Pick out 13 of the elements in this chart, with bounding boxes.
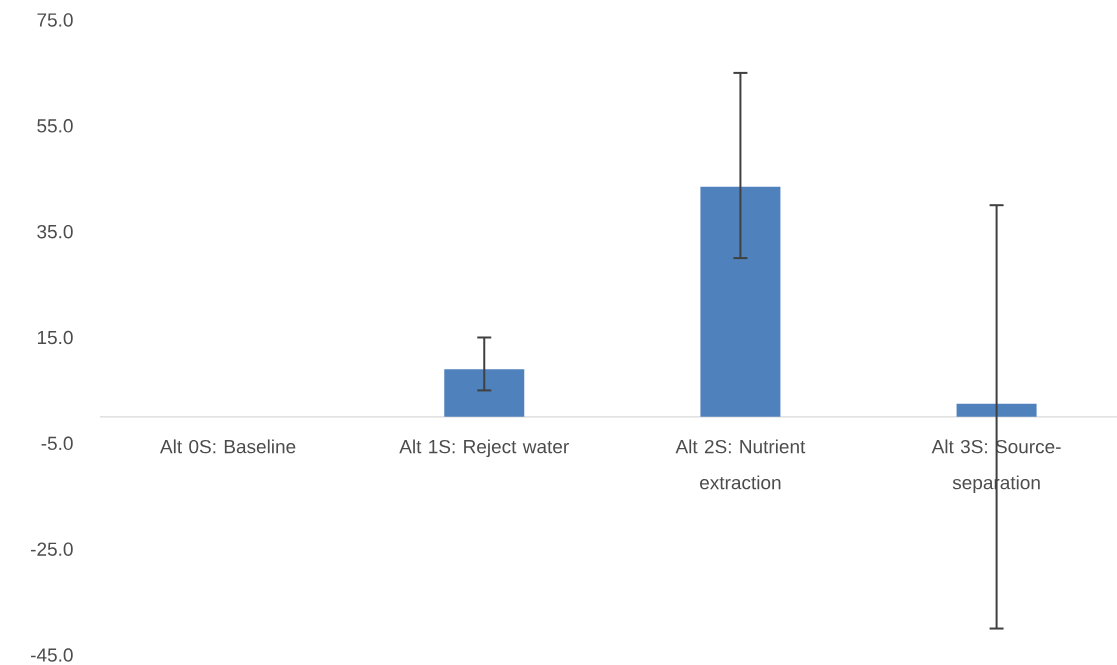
y-tick-label: -5.0 bbox=[41, 436, 73, 451]
y-tick-label: -25.0 bbox=[31, 542, 73, 556]
x-tick-label: Alt 2S: Nutrient extraction bbox=[675, 439, 806, 490]
y-tick-label: -45.0 bbox=[31, 648, 73, 662]
x-tick-label: Alt 1S: Reject water bbox=[399, 439, 569, 458]
bar bbox=[700, 186, 781, 417]
bar bbox=[444, 369, 525, 417]
x-tick-label: Alt 0S: Baseline bbox=[159, 439, 296, 454]
y-tick-label: 35.0 bbox=[37, 224, 73, 239]
bar bbox=[956, 403, 1037, 417]
y-tick-label: 55.0 bbox=[37, 119, 73, 133]
y-tick-label: 75.0 bbox=[37, 13, 73, 27]
y-tick-label: 15.0 bbox=[37, 330, 73, 345]
